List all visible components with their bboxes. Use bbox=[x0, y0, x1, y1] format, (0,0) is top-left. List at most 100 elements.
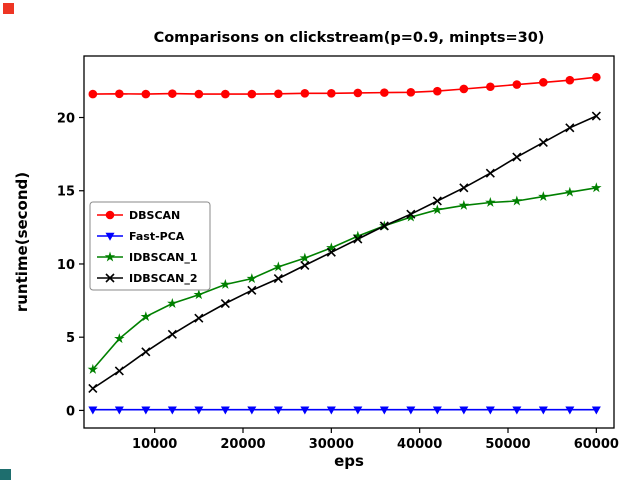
marker-circle-icon bbox=[512, 80, 522, 89]
marker-circle-icon bbox=[406, 88, 416, 97]
marker-circle-icon bbox=[141, 89, 151, 99]
marker-triangle-down-icon bbox=[353, 406, 363, 415]
marker-x-icon bbox=[220, 298, 230, 309]
marker-circle-icon bbox=[194, 89, 204, 99]
marker-star-icon bbox=[140, 311, 152, 322]
y-tick-label: 15 bbox=[57, 185, 75, 200]
marker-circle-icon bbox=[486, 82, 495, 92]
marker-circle-icon bbox=[300, 89, 310, 98]
y-tick-label: 10 bbox=[57, 258, 75, 273]
marker-star-icon bbox=[114, 333, 125, 344]
marker-star-icon bbox=[299, 252, 311, 263]
marker-x-icon bbox=[105, 273, 115, 283]
marker-triangle-down-icon bbox=[273, 406, 283, 415]
marker-circle-icon bbox=[247, 89, 257, 99]
marker-x-icon bbox=[194, 313, 204, 323]
marker-triangle-down-icon bbox=[300, 406, 310, 415]
marker-circle-icon bbox=[433, 86, 442, 96]
marker-circle-icon bbox=[353, 88, 363, 98]
chart-title: Comparisons on clickstream(p=0.9, minpts… bbox=[153, 30, 545, 46]
x-tick-label: 40000 bbox=[397, 437, 442, 452]
marker-triangle-down-icon bbox=[512, 406, 522, 415]
marker-triangle-down-icon bbox=[167, 406, 177, 415]
marker-circle-icon bbox=[592, 72, 601, 82]
marker-triangle-down-icon bbox=[194, 406, 204, 415]
marker-star-icon bbox=[352, 230, 364, 241]
marker-x-icon bbox=[273, 274, 283, 284]
marker-star-icon bbox=[104, 251, 116, 262]
marker-circle-icon bbox=[274, 89, 283, 99]
marker-star-icon bbox=[405, 211, 417, 222]
marker-triangle-down-icon bbox=[538, 406, 548, 415]
marker-triangle-down-icon bbox=[406, 406, 416, 415]
marker-triangle-down-icon bbox=[105, 232, 115, 241]
marker-star-icon bbox=[458, 199, 470, 210]
legend-label: DBSCAN bbox=[129, 209, 180, 222]
marker-star-icon bbox=[273, 261, 284, 272]
marker-circle-icon bbox=[105, 210, 115, 220]
marker-x-icon bbox=[114, 366, 124, 376]
x-tick-label: 60000 bbox=[574, 437, 619, 452]
marker-circle-icon bbox=[539, 78, 548, 87]
legend-label: IDBSCAN_1 bbox=[129, 251, 197, 264]
marker-x-icon bbox=[512, 152, 522, 162]
marker-x-icon bbox=[459, 183, 469, 193]
marker-x-icon bbox=[565, 123, 575, 133]
marker-triangle-down-icon bbox=[88, 406, 98, 415]
y-tick-label: 0 bbox=[66, 404, 75, 419]
marker-triangle-down-icon bbox=[485, 406, 495, 415]
marker-circle-icon bbox=[565, 75, 575, 85]
marker-triangle-down-icon bbox=[379, 406, 389, 415]
marker-x-icon bbox=[300, 260, 310, 270]
marker-triangle-down-icon bbox=[432, 406, 442, 415]
x-tick-label: 30000 bbox=[309, 437, 354, 452]
marker-x-icon bbox=[141, 347, 151, 357]
marker-x-icon bbox=[353, 234, 363, 244]
x-axis-label: eps bbox=[334, 452, 364, 470]
marker-triangle-down-icon bbox=[565, 406, 575, 415]
marker-circle-icon bbox=[380, 88, 389, 97]
x-tick-label: 10000 bbox=[132, 437, 177, 452]
series-line-IDBSCAN_2 bbox=[92, 115, 597, 390]
series-line-DBSCAN bbox=[92, 76, 597, 95]
y-tick-label: 5 bbox=[66, 331, 75, 346]
marker-circle-icon bbox=[168, 89, 177, 98]
marker-triangle-down-icon bbox=[141, 406, 151, 415]
marker-triangle-down-icon bbox=[247, 406, 257, 415]
legend-label: Fast-PCA bbox=[129, 230, 185, 243]
legend-box bbox=[89, 201, 211, 291]
marker-triangle-down-icon bbox=[591, 406, 601, 415]
marker-x-icon bbox=[88, 383, 98, 394]
marker-triangle-down-icon bbox=[459, 406, 469, 415]
marker-x-icon bbox=[432, 196, 442, 206]
marker-x-icon bbox=[247, 285, 257, 295]
marker-star-icon bbox=[485, 196, 496, 207]
marker-star-icon bbox=[591, 182, 602, 193]
marker-star-icon bbox=[87, 363, 99, 374]
marker-x-icon bbox=[167, 329, 177, 339]
marker-x-icon bbox=[406, 209, 416, 219]
y-tick-label: 20 bbox=[57, 112, 75, 127]
marker-circle-icon bbox=[459, 84, 469, 94]
marker-star-icon bbox=[511, 195, 523, 206]
marker-triangle-down-icon bbox=[220, 406, 230, 415]
marker-star-icon bbox=[432, 204, 443, 215]
marker-x-icon bbox=[379, 221, 389, 231]
marker-x-icon bbox=[485, 168, 495, 178]
marker-triangle-down-icon bbox=[326, 406, 336, 415]
marker-triangle-down-icon bbox=[114, 406, 124, 415]
marker-star-icon bbox=[167, 298, 178, 308]
screen-corner-marker-red bbox=[3, 3, 14, 14]
marker-x-icon bbox=[326, 247, 336, 257]
y-axis-label: runtime(second) bbox=[13, 171, 31, 313]
marker-star-icon bbox=[246, 273, 258, 284]
x-tick-label: 20000 bbox=[220, 437, 265, 452]
legend-label: IDBSCAN_2 bbox=[129, 272, 197, 285]
marker-circle-icon bbox=[115, 89, 124, 99]
marker-circle-icon bbox=[221, 89, 230, 99]
marker-circle-icon bbox=[327, 89, 336, 98]
marker-x-icon bbox=[591, 111, 601, 121]
marker-star-icon bbox=[564, 186, 576, 197]
